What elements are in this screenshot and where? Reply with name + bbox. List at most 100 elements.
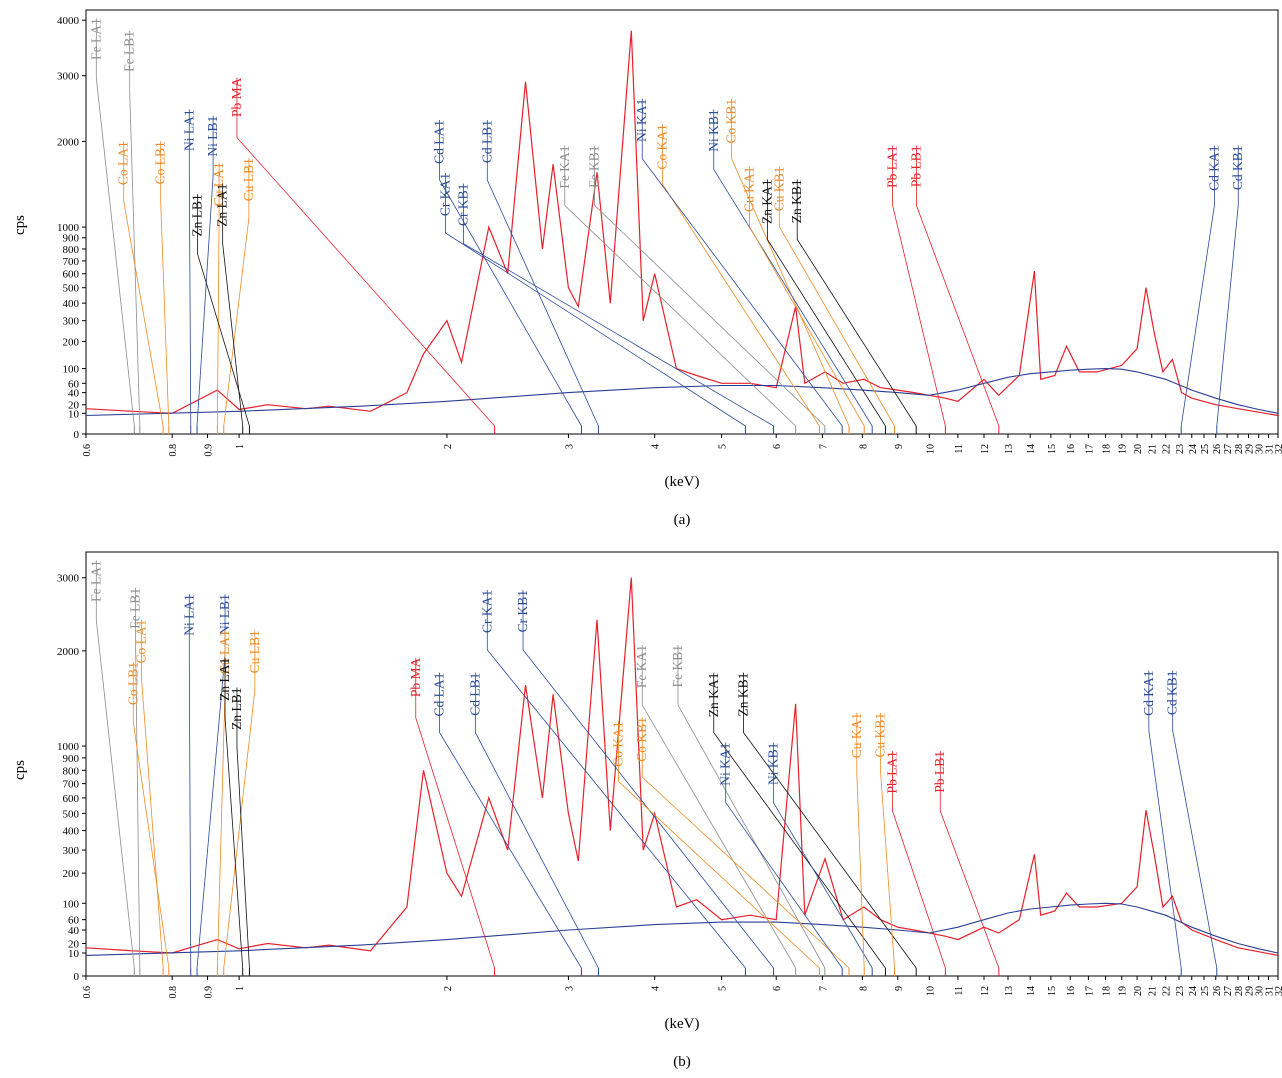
label-leader bbox=[767, 179, 886, 427]
y-tick-label: 400 bbox=[63, 826, 80, 838]
x-tick-label: 0.8 bbox=[168, 444, 179, 457]
x-tick-label: 3 bbox=[564, 986, 575, 991]
y-tick-label: 200 bbox=[63, 868, 80, 880]
y-tick-label: 60 bbox=[68, 378, 80, 390]
x-tick-label: 14 bbox=[1026, 986, 1037, 996]
x-tick-label: 11 bbox=[954, 444, 965, 454]
x-tick-label: 0.6 bbox=[82, 986, 93, 999]
element-label: Zn KB1 bbox=[789, 179, 804, 223]
element-label: Ni KB1 bbox=[765, 743, 780, 785]
label-leader bbox=[594, 145, 826, 427]
x-axis-label: (keV) bbox=[665, 1016, 700, 1032]
x-tick-label: 27 bbox=[1223, 444, 1234, 454]
y-tick-label: 60 bbox=[68, 915, 80, 927]
label-leader bbox=[743, 672, 917, 969]
element-label: Zn KB1 bbox=[736, 673, 751, 717]
y-tick-label: 2000 bbox=[57, 646, 80, 658]
element-label: Pb MA bbox=[229, 77, 244, 117]
label-leader bbox=[223, 630, 256, 969]
panel-label: (b) bbox=[673, 1054, 691, 1070]
x-tick-label: 9 bbox=[894, 986, 905, 991]
element-label: Cr KB1 bbox=[455, 184, 470, 226]
x-tick-label: 24 bbox=[1188, 986, 1199, 996]
label-leader bbox=[522, 589, 774, 969]
x-tick-label: 19 bbox=[1118, 986, 1129, 996]
x-tick-label: 1 bbox=[235, 986, 246, 991]
element-label: Pb MA bbox=[408, 658, 423, 698]
label-leader bbox=[1172, 670, 1218, 969]
y-tick-label: 40 bbox=[68, 388, 80, 400]
label-leader bbox=[439, 120, 582, 427]
element-label: Pb LA1 bbox=[885, 751, 900, 793]
element-label: Cr KB1 bbox=[515, 590, 530, 632]
x-tick-label: 15 bbox=[1047, 444, 1058, 454]
label-leader bbox=[939, 751, 1000, 969]
label-leader bbox=[463, 183, 774, 427]
label-leader bbox=[129, 30, 141, 427]
x-tick-label: 6 bbox=[772, 444, 783, 449]
x-tick-label: 12 bbox=[980, 444, 991, 454]
x-tick-label: 25 bbox=[1200, 986, 1211, 996]
element-label: Cd KA1 bbox=[1206, 145, 1221, 190]
label-leader bbox=[778, 166, 895, 427]
element-label: Zn LB1 bbox=[229, 687, 244, 729]
label-leader bbox=[564, 145, 796, 427]
element-label: Co KA1 bbox=[610, 721, 625, 766]
label-leader bbox=[135, 587, 141, 969]
label-leader bbox=[439, 672, 582, 969]
label-leader bbox=[641, 717, 850, 969]
label-leader bbox=[474, 672, 599, 969]
element-label: Fe LA1 bbox=[88, 560, 103, 602]
label-leader bbox=[749, 166, 865, 427]
background-line bbox=[85, 902, 1279, 956]
element-label: Co LA1 bbox=[134, 620, 149, 664]
element-label: Cu KB1 bbox=[873, 713, 888, 758]
element-label: Co LA1 bbox=[116, 141, 131, 185]
x-tick-label: 11 bbox=[954, 986, 965, 996]
y-tick-label: 100 bbox=[63, 364, 80, 376]
x-tick-label: 25 bbox=[1200, 444, 1211, 454]
element-label: Ni LB1 bbox=[217, 594, 232, 635]
element-label: Pb LB1 bbox=[908, 145, 923, 187]
label-leader bbox=[916, 145, 1000, 427]
x-tick-label: 5 bbox=[718, 986, 729, 991]
plot-frame-1 bbox=[85, 9, 1279, 435]
x-tick-label: 19 bbox=[1118, 444, 1129, 454]
label-leader bbox=[662, 124, 820, 427]
y-tick-label: 0 bbox=[74, 971, 80, 983]
label-leader bbox=[1216, 145, 1239, 427]
x-tick-label: 10 bbox=[925, 444, 936, 454]
element-label: Fe LB1 bbox=[128, 588, 143, 629]
element-label: Zn LA1 bbox=[217, 658, 232, 701]
x-tick-label: 8 bbox=[858, 986, 869, 991]
panel-label: (a) bbox=[674, 512, 691, 528]
label-leader bbox=[196, 115, 214, 427]
element-label: Zn KA1 bbox=[706, 673, 721, 718]
y-tick-label: 10 bbox=[68, 948, 80, 960]
element-label: Co KB1 bbox=[634, 717, 649, 762]
x-tick-label: 14 bbox=[1026, 444, 1037, 454]
label-leader bbox=[1180, 145, 1215, 427]
label-leader bbox=[856, 712, 865, 969]
label-leader bbox=[892, 751, 946, 969]
label-leader bbox=[188, 109, 192, 427]
element-label: Cu KB1 bbox=[771, 167, 786, 212]
x-tick-label: 20 bbox=[1133, 444, 1144, 454]
x-tick-label: 15 bbox=[1047, 986, 1058, 996]
y-tick-label: 600 bbox=[63, 269, 80, 281]
element-label: Fe KA1 bbox=[634, 645, 649, 688]
x-tick-label: 7 bbox=[818, 986, 829, 991]
element-label: Fe KA1 bbox=[557, 145, 572, 188]
y-tick-label: 600 bbox=[63, 793, 80, 805]
label-leader bbox=[713, 672, 886, 969]
element-label: Pb LB1 bbox=[932, 751, 947, 793]
element-label: Fe KB1 bbox=[587, 145, 602, 187]
label-leader bbox=[160, 141, 170, 427]
y-tick-label: 100 bbox=[63, 898, 80, 910]
label-leader bbox=[486, 120, 599, 427]
x-tick-label: 32 bbox=[1274, 444, 1282, 454]
label-leader bbox=[188, 594, 192, 969]
element-label: Co LB1 bbox=[125, 662, 140, 705]
x-tick-label: 0.9 bbox=[204, 986, 215, 999]
